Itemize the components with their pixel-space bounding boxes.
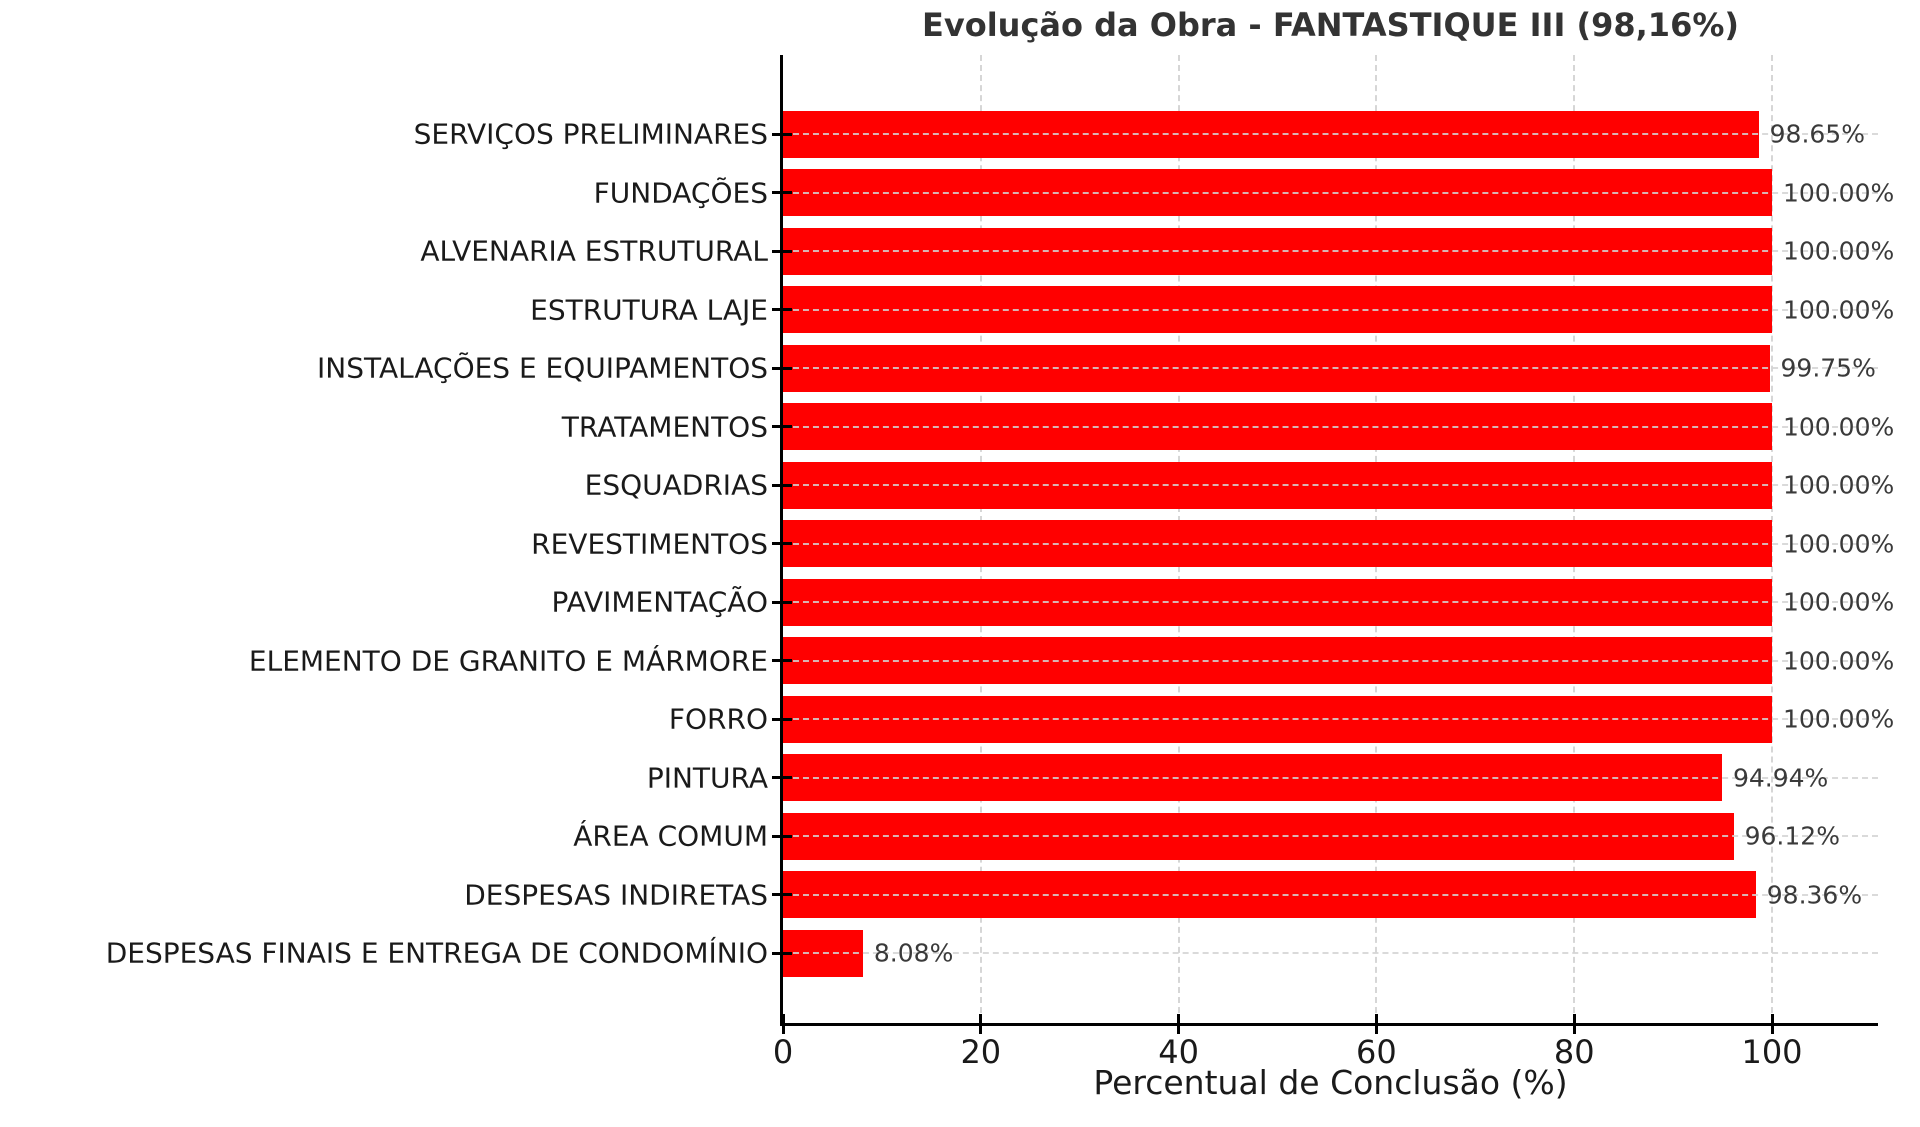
category-label: ALVENARIA ESTRUTURAL xyxy=(420,234,768,268)
y-axis-spine xyxy=(780,55,783,1026)
category-label: PINTURA xyxy=(646,761,768,794)
bar-value-label: 100.00% xyxy=(1783,178,1895,207)
category-label: PAVIMENTAÇÃO xyxy=(551,585,768,619)
category-label: ESQUADRIAS xyxy=(584,468,768,502)
x-axis-tick-label: 20 xyxy=(960,1033,1002,1071)
gridline-vertical xyxy=(1771,55,1773,1023)
category-label: DESPESAS INDIRETAS xyxy=(464,878,768,911)
plot-area: 0 20 40 60 80 100 98.65% 100.00% 100.00% 100.00% 9… xyxy=(772,55,1894,1071)
bar-value-label: 98.36% xyxy=(1766,880,1863,909)
bar-value-label: 100.00% xyxy=(1783,295,1895,324)
x-axis-label: Percentual de Conclusão (%) xyxy=(1093,1063,1568,1102)
bar-value-label: 96.12% xyxy=(1744,821,1840,851)
bar-value-label: 100.00% xyxy=(1783,412,1895,441)
bar-value-label: 100.00% xyxy=(1783,704,1895,734)
gridline-horizontal xyxy=(783,893,1878,896)
gridline-horizontal xyxy=(783,718,1878,720)
category-label: ESTRUTURA LAJE xyxy=(530,293,768,326)
category-label: ELEMENTO DE GRANITO E MÁRMORE xyxy=(248,644,768,677)
category-label: ÁREA COMUM xyxy=(573,819,768,853)
category-label: FORRO xyxy=(668,702,768,736)
bar-value-label: 99.75% xyxy=(1780,353,1876,383)
bar-value-label: 100.00% xyxy=(1783,646,1895,675)
category-label: FUNDAÇÕES xyxy=(593,176,768,209)
x-axis-tick-label: 40 xyxy=(1158,1033,1199,1071)
gridline-horizontal xyxy=(783,191,1878,194)
category-label: INSTALAÇÕES E EQUIPAMENTOS xyxy=(317,351,768,385)
bar-value-label: 100.00% xyxy=(1783,529,1895,558)
x-axis-tick-label: 60 xyxy=(1356,1033,1397,1071)
gridline-horizontal xyxy=(783,308,1878,311)
gridline-horizontal xyxy=(783,367,1878,369)
gridline-horizontal xyxy=(783,776,1878,779)
gridline-horizontal xyxy=(783,425,1878,428)
x-axis-spine xyxy=(780,1022,1878,1026)
bar-value-label: 100.00% xyxy=(1783,470,1895,500)
gridline-horizontal xyxy=(783,952,1878,954)
x-axis-tick-label: 100 xyxy=(1741,1033,1803,1071)
category-label: SERVIÇOS PRELIMINARES xyxy=(413,117,768,151)
gridline-horizontal xyxy=(783,542,1878,545)
chart-title: Evolução da Obra - FANTASTIQUE III (98,1… xyxy=(921,6,1740,44)
gridline-horizontal xyxy=(783,250,1878,252)
bar-value-label: 100.00% xyxy=(1783,236,1895,266)
gridline-horizontal xyxy=(783,133,1878,135)
gridline-horizontal xyxy=(783,659,1878,662)
gridline-horizontal xyxy=(783,484,1878,486)
category-label: DESPESAS FINAIS E ENTREGA DE CONDOMÍNIO xyxy=(105,936,768,970)
bar-value-label: 94.94% xyxy=(1732,763,1829,792)
bar-value-label: 8.08% xyxy=(873,938,954,968)
category-label: REVESTIMENTOS xyxy=(531,527,768,560)
gridline-horizontal xyxy=(783,601,1878,603)
bar-value-label: 100.00% xyxy=(1783,587,1895,617)
bar-value-label: 98.65% xyxy=(1769,119,1865,149)
x-axis-tick-label: 80 xyxy=(1553,1033,1595,1071)
gridline-horizontal xyxy=(783,835,1878,837)
x-axis-tick-label: 0 xyxy=(772,1033,794,1071)
category-label: TRATAMENTOS xyxy=(561,410,768,443)
